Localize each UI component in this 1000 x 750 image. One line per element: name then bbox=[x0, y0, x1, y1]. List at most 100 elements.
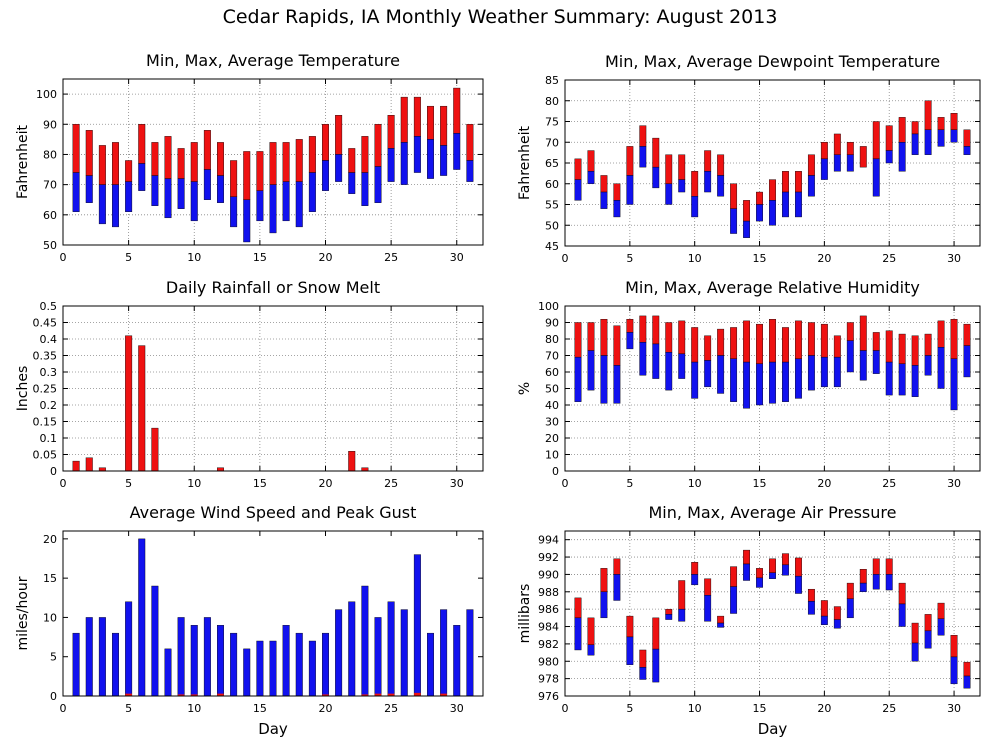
wind-bar-speed bbox=[256, 640, 264, 697]
dew-bar-upper bbox=[782, 171, 789, 193]
rain-bar bbox=[85, 457, 93, 472]
dew-bar-upper bbox=[626, 146, 634, 176]
rh-xtick-label: 15 bbox=[753, 477, 767, 490]
rh-bar-upper bbox=[846, 322, 854, 341]
dew-bar-lower bbox=[639, 146, 647, 168]
dew-bar-upper bbox=[911, 121, 919, 135]
pres-bar-upper bbox=[846, 582, 854, 599]
wind-bar-speed bbox=[348, 601, 356, 697]
rh-bar-upper bbox=[872, 332, 880, 351]
dew-bar-upper bbox=[652, 137, 660, 168]
pres-frame bbox=[564, 530, 981, 697]
temp-xtick-label: 15 bbox=[253, 251, 267, 264]
pres-bar-upper bbox=[600, 568, 608, 592]
wind-frame bbox=[62, 530, 484, 697]
pres-ytick-label: 988 bbox=[538, 586, 559, 599]
wind-ytick-label: 10 bbox=[43, 611, 57, 624]
wind-bar-speed bbox=[269, 640, 277, 697]
wind-xtick-label: 10 bbox=[187, 702, 201, 715]
dew-bar-upper bbox=[743, 200, 751, 222]
temp-bar-upper bbox=[217, 142, 224, 176]
dew-bar-upper bbox=[885, 125, 893, 151]
pres-bar-lower bbox=[846, 598, 854, 619]
dew-bar-lower bbox=[626, 175, 634, 205]
temp-bar-upper bbox=[387, 115, 395, 149]
pres-bar-upper bbox=[898, 582, 906, 605]
dew-frame bbox=[564, 79, 981, 247]
pres-bar-upper bbox=[872, 558, 880, 575]
dew-bar-lower bbox=[730, 208, 738, 234]
temp-bar-upper bbox=[203, 130, 211, 170]
wind-ytick-label: 20 bbox=[43, 533, 57, 546]
dew-bar-lower bbox=[950, 129, 958, 143]
rain-ytick-label: 0.15 bbox=[33, 416, 58, 429]
pres-bar-lower bbox=[743, 563, 751, 581]
rh-ytick-label: 40 bbox=[545, 399, 559, 412]
dew-bar-lower bbox=[833, 154, 841, 172]
rh-xtick-label: 30 bbox=[947, 477, 961, 490]
temp-bar-lower bbox=[256, 190, 264, 222]
pres-ylabel: millibars bbox=[517, 584, 533, 644]
pres-bar-upper bbox=[950, 635, 958, 658]
rh-ytick-label: 80 bbox=[545, 333, 559, 346]
pres-bar-lower bbox=[769, 572, 776, 579]
pres-bar-lower bbox=[885, 574, 893, 591]
rh-bar-upper bbox=[587, 322, 595, 351]
rain-ytick-label: 0.25 bbox=[33, 383, 58, 396]
dew-bar-lower bbox=[872, 158, 880, 197]
rh-bar-lower bbox=[963, 345, 971, 378]
wind-ytick-label: 0 bbox=[50, 690, 57, 703]
pres-bar-lower bbox=[574, 617, 582, 651]
rh-title: Min, Max, Average Relative Humidity bbox=[625, 278, 920, 297]
rh-ytick-label: 50 bbox=[545, 383, 559, 396]
temp-ytick-label: 90 bbox=[43, 118, 57, 131]
dew-bar-upper bbox=[963, 129, 971, 147]
wind-ytick-label: 15 bbox=[43, 572, 57, 585]
temp-bar-upper bbox=[440, 105, 448, 146]
temp-bar-lower bbox=[348, 172, 356, 194]
rh-bar-upper bbox=[769, 319, 776, 363]
dew-bar-upper bbox=[859, 146, 867, 168]
temp-ytick-label: 80 bbox=[43, 148, 57, 161]
dew-bar-lower bbox=[769, 200, 776, 226]
dew-xtick-label: 30 bbox=[947, 252, 961, 265]
pres-bar-upper bbox=[587, 617, 595, 645]
dew-bar-lower bbox=[678, 179, 686, 193]
wind-bar-speed bbox=[413, 554, 421, 697]
pres-bar-upper bbox=[665, 608, 673, 615]
dew-bar-upper bbox=[665, 154, 673, 184]
wind-xtick-label: 25 bbox=[384, 702, 398, 715]
pres-bar-lower bbox=[833, 619, 841, 629]
dew-bar-upper bbox=[950, 112, 958, 130]
rh-bar-upper bbox=[665, 322, 673, 353]
rain-bar bbox=[348, 451, 356, 472]
temp-bar-upper bbox=[308, 136, 316, 173]
dew-bar-lower bbox=[782, 191, 789, 218]
wind-bar-speed bbox=[98, 617, 106, 697]
wind-bar-speed bbox=[203, 617, 211, 697]
dew-bar-upper bbox=[613, 183, 621, 201]
rh-xtick-label: 25 bbox=[882, 477, 896, 490]
rh-bar-lower bbox=[782, 361, 789, 402]
rh-bar-lower bbox=[587, 350, 595, 391]
temp-bar-upper bbox=[243, 151, 251, 200]
pres-bar-upper bbox=[859, 569, 867, 584]
pres-bar-lower bbox=[950, 656, 958, 685]
temp-bar-lower bbox=[440, 145, 448, 176]
pres-xtick-label: 25 bbox=[882, 702, 896, 715]
wind-ytick-label: 5 bbox=[50, 651, 57, 664]
dew-bar-lower bbox=[885, 150, 893, 164]
wind-bar-speed bbox=[387, 601, 395, 697]
dew-title: Min, Max, Average Dewpoint Temperature bbox=[605, 52, 940, 71]
rain-ytick-label: 0.4 bbox=[40, 333, 58, 346]
pres-bar-lower bbox=[652, 648, 660, 683]
dew-bar-upper bbox=[872, 121, 880, 160]
rh-bar-lower bbox=[600, 355, 608, 404]
pres-xtick-label: 20 bbox=[817, 702, 831, 715]
dew-bar-upper bbox=[717, 154, 725, 176]
temp-bar-lower bbox=[125, 181, 133, 212]
dew-bar-upper bbox=[678, 154, 686, 180]
pres-ytick-label: 984 bbox=[538, 621, 559, 634]
temp-frame bbox=[62, 78, 484, 246]
rh-bar-upper bbox=[600, 319, 608, 356]
